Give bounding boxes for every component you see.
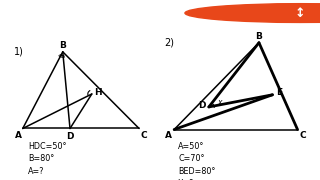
- Text: x: x: [217, 98, 222, 107]
- Text: A=50°
C=70°
BED=80°
X=?: A=50° C=70° BED=80° X=?: [178, 142, 215, 180]
- Text: H: H: [94, 87, 102, 96]
- Text: GEOMETRIA PLANA: GEOMETRIA PLANA: [37, 4, 238, 22]
- Text: 1): 1): [14, 46, 24, 56]
- Text: A: A: [14, 131, 21, 140]
- Text: D: D: [66, 132, 74, 141]
- Text: 2): 2): [164, 37, 174, 48]
- Text: HDC=50°
B=80°
A=?: HDC=50° B=80° A=?: [28, 142, 67, 176]
- Text: C: C: [300, 131, 307, 140]
- Text: B: B: [59, 41, 66, 50]
- Text: C: C: [140, 131, 147, 140]
- Text: D: D: [198, 101, 206, 110]
- Text: ↕: ↕: [295, 6, 305, 20]
- Text: B: B: [256, 32, 262, 41]
- Circle shape: [185, 4, 320, 22]
- Text: A: A: [165, 131, 172, 140]
- Text: E: E: [276, 87, 283, 96]
